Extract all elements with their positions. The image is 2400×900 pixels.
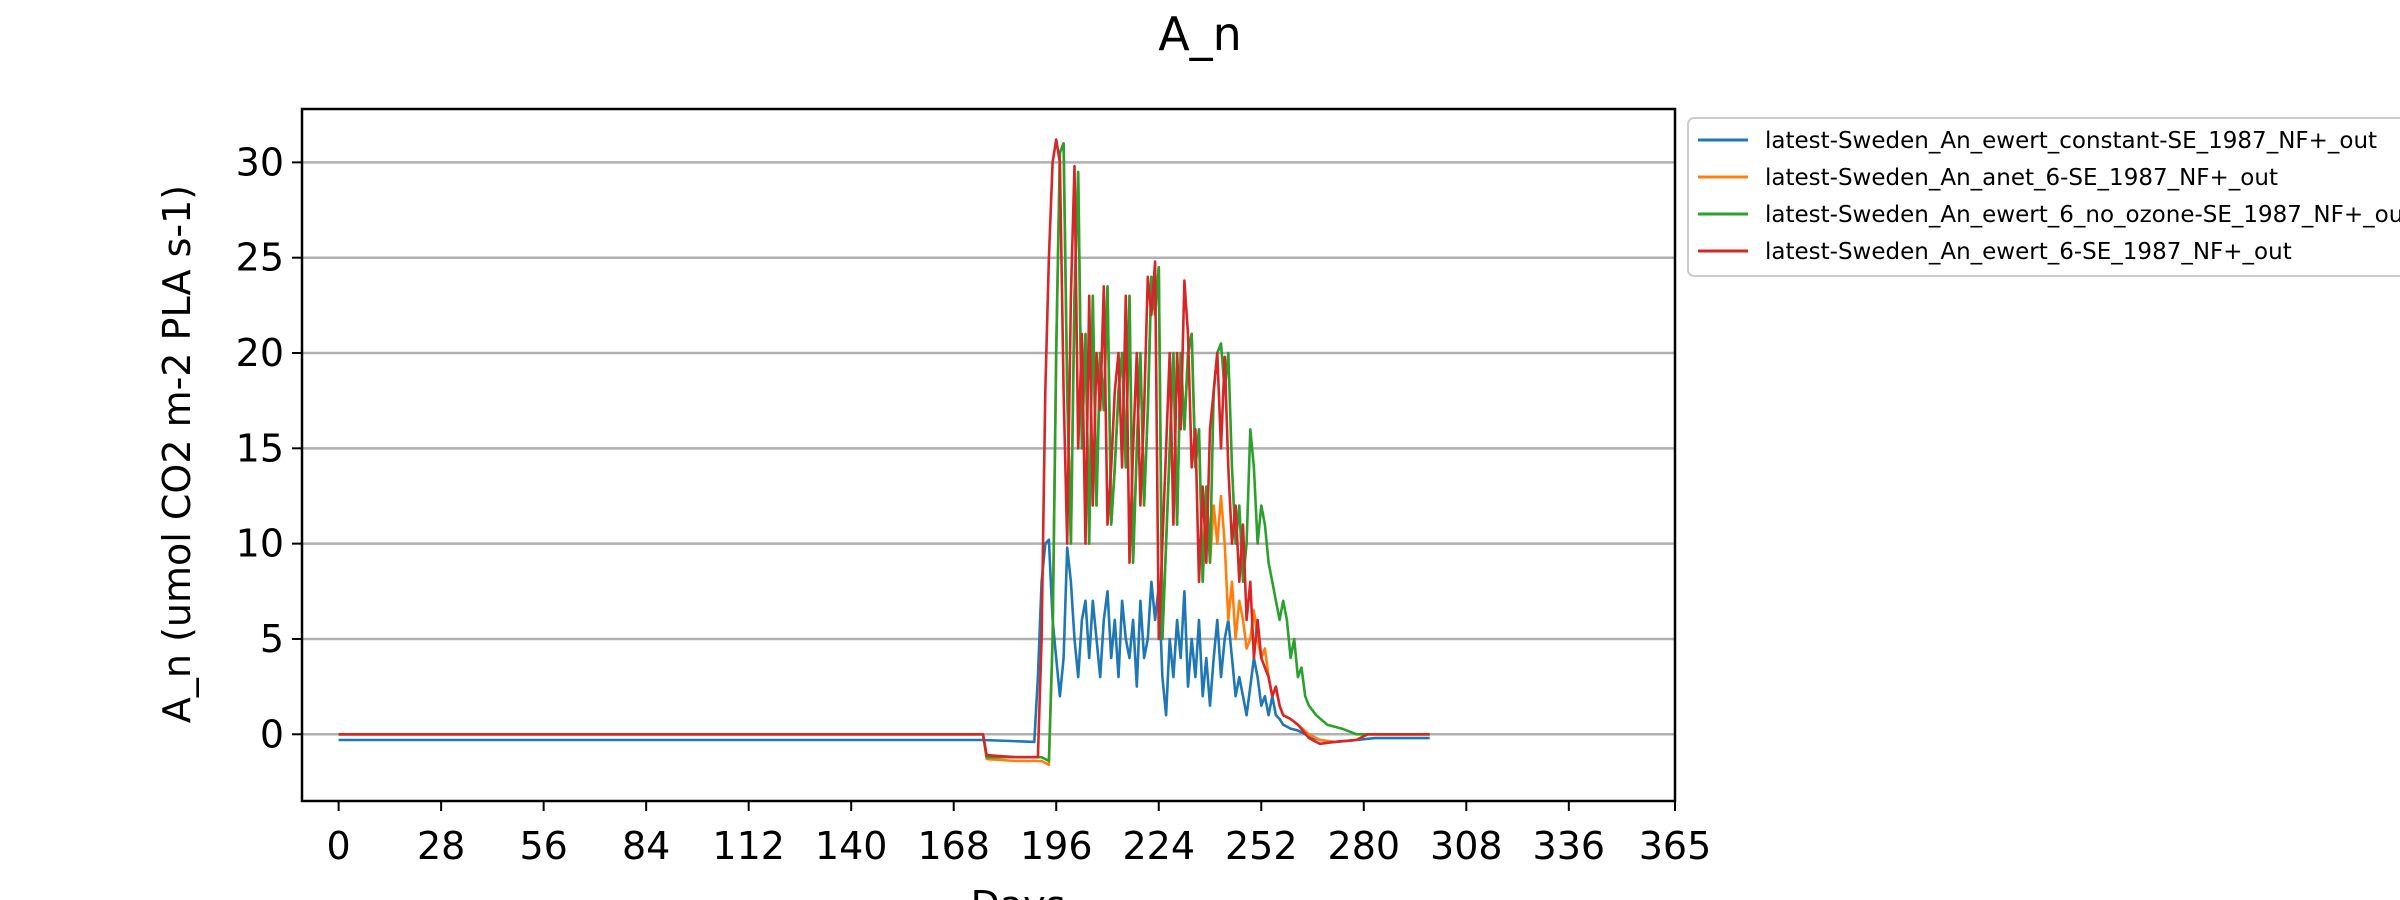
x-tick-label: 112 xyxy=(712,824,785,868)
x-tick-label: 365 xyxy=(1639,824,1712,868)
legend-box xyxy=(1687,117,2400,277)
y-tick-label: 10 xyxy=(236,522,284,566)
grid-lines xyxy=(302,161,1675,736)
series-line xyxy=(338,538,1430,744)
legend-label: latest-Sweden_An_ewert_constant-SE_1987_… xyxy=(1765,128,2377,154)
x-axis-ticks: 0 28 56 84 112 140 168 196 224 252 280 308 336 365 xyxy=(327,801,1712,868)
x-axis-label: Days xyxy=(971,883,1066,900)
y-axis-ticks: 0 5 10 15 20 25 30 xyxy=(236,140,302,756)
legend-label: latest-Sweden_An_ewert_6-SE_1987_NF+_out xyxy=(1765,239,2292,265)
x-tick-label: 56 xyxy=(519,824,567,868)
x-tick-label: 168 xyxy=(917,824,990,868)
x-tick-label: 196 xyxy=(1020,824,1093,868)
legend-label: latest-Sweden_An_anet_6-SE_1987_NF+_out xyxy=(1765,165,2278,191)
y-tick-label: 20 xyxy=(236,331,284,375)
series-lines xyxy=(338,138,1430,767)
x-tick-label: 280 xyxy=(1328,824,1401,868)
y-tick-label: 0 xyxy=(260,712,284,756)
legend: latest-Sweden_An_ewert_constant-SE_1987_… xyxy=(1687,117,2400,277)
x-tick-label: 0 xyxy=(327,824,351,868)
y-tick-label: 5 xyxy=(260,617,284,661)
x-tick-label: 28 xyxy=(417,824,465,868)
plot-frame xyxy=(300,107,1677,803)
x-tick-label: 308 xyxy=(1430,824,1503,868)
x-tick-label: 140 xyxy=(815,824,888,868)
y-tick-label: 15 xyxy=(236,426,284,470)
y-tick-label: 30 xyxy=(236,140,284,184)
x-tick-label: 224 xyxy=(1122,824,1195,868)
series-line xyxy=(338,138,1430,759)
x-tick-label: 84 xyxy=(622,824,670,868)
x-tick-label: 336 xyxy=(1533,824,1606,868)
y-axis-label: A_n (umol CO2 m-2 PLA s-1) xyxy=(155,185,199,723)
y-tick-label: 25 xyxy=(236,236,284,280)
legend-label: latest-Sweden_An_ewert_6_no_ozone-SE_198… xyxy=(1765,202,2400,228)
chart-title: A_n xyxy=(1158,7,1242,61)
x-tick-label: 252 xyxy=(1225,824,1298,868)
